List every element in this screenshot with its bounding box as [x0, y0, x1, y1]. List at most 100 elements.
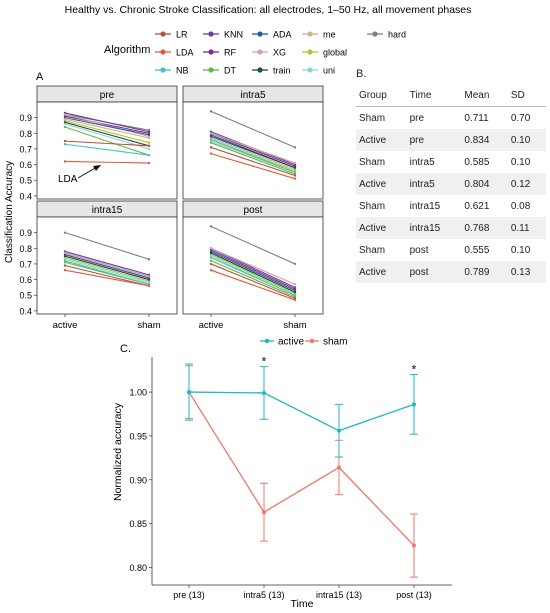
point-post-lda-sham	[293, 298, 297, 302]
series-line-intra15-lr	[64, 264, 150, 287]
ytick-label: 0.7	[19, 144, 32, 154]
point-intra15-xg-sham	[147, 275, 151, 278]
series-line-pre-nb	[64, 143, 150, 156]
point-intra5-nb-sham	[293, 171, 297, 174]
cell-time: post	[406, 261, 462, 283]
table-header-row: Group Time Mean SD	[356, 84, 546, 107]
legend-label-lda: LDA	[176, 48, 194, 58]
point-post-xg-active	[209, 247, 213, 250]
cell-mean: 0.621	[464, 200, 490, 212]
series-line-intra15-knn	[64, 250, 150, 276]
point-intra5-xg-sham	[293, 161, 297, 165]
ytick-label: 0.80	[129, 563, 147, 573]
point-intra5-hard-active	[209, 110, 213, 113]
legend-dot-lda	[160, 49, 166, 55]
point-post-hard-sham	[293, 262, 297, 266]
series-line-post-lda	[210, 269, 296, 301]
lda-annotation-label: LDA	[58, 174, 78, 185]
ytick-label: 0.6	[19, 160, 32, 170]
point-pre-me-sham	[147, 136, 151, 140]
cell-mean: 0.555	[464, 244, 490, 256]
facet-intra15: intra15 0.4 0.5 0.6 0.7 0.8 0.9 active sham	[19, 200, 178, 331]
point-post-xg-sham	[293, 283, 297, 286]
xtick-label-active: active	[53, 320, 78, 331]
point-sham	[412, 543, 416, 548]
point-intra5-train-sham	[293, 166, 297, 169]
series-line-post-nb	[210, 257, 296, 296]
ytick-label: 1.00	[129, 388, 147, 398]
series-line-active	[188, 391, 415, 432]
figure-title: Healthy vs. Chronic Stroke Classificatio…	[65, 4, 472, 16]
series-line-intra5-nb	[210, 139, 296, 173]
facet-panel-intra5	[182, 101, 324, 200]
series-line-post-global	[210, 254, 296, 295]
xtick-label-active: active	[199, 320, 224, 331]
legend-label-uni: uni	[323, 66, 335, 76]
panel-c-label: C.	[120, 343, 131, 355]
legend-label-ada: ADA	[273, 30, 292, 40]
legend-dot-xg	[257, 49, 263, 55]
ytick-label: 0.95	[129, 431, 147, 441]
series-line-sham	[188, 391, 415, 546]
series-line-intra5-lda	[210, 153, 296, 180]
legend-label-knn: KNN	[224, 30, 243, 40]
panel-a-label: A	[36, 71, 44, 83]
legend-label-active: active	[278, 337, 305, 348]
point-intra5-train-active	[209, 135, 213, 138]
point-intra15-hard-sham	[147, 258, 151, 261]
table-row: Active intra5 0.804 0.12	[356, 173, 546, 195]
panel-a-ylabel: Classification Accuracy	[4, 161, 15, 263]
xtick-label: intra5 (13)	[243, 590, 284, 600]
legend-dot-nb	[160, 67, 166, 73]
point-pre-nb-sham	[147, 153, 151, 157]
point-pre-ada-sham	[147, 133, 151, 137]
panel-c-legend: active sham	[260, 337, 347, 348]
point-active	[262, 390, 266, 395]
table-row: Active pre 0.834 0.10	[356, 129, 546, 151]
point-intra5-lr-active	[209, 146, 213, 149]
legend-dot-active	[264, 338, 270, 344]
point-intra5-lda-active	[209, 152, 213, 155]
cell-sd: 0.11	[507, 217, 546, 239]
xtick-label: post (13)	[396, 590, 432, 600]
ytick-label: 0.8	[19, 244, 32, 254]
point-pre-uni-sham	[147, 147, 151, 151]
cell-sd: 0.10	[510, 156, 531, 168]
series-line-pre-lr	[64, 140, 150, 147]
ytick-label: 0.5	[19, 176, 32, 186]
ytick-label: 0.6	[19, 275, 32, 285]
legend-label-me: me	[323, 30, 336, 40]
header-sd: SD	[507, 84, 546, 107]
series-line-pre-rf	[64, 115, 150, 134]
point-pre-lda-sham	[147, 161, 151, 165]
cell-mean: 0.768	[461, 217, 508, 239]
significance-star: *	[262, 355, 267, 369]
point-pre-lr-active	[63, 139, 67, 143]
cell-time: pre	[409, 112, 425, 124]
panel-c-plot: 0.80 0.85 0.90 0.95 1.00 pre (13) intra5 (13) i…	[129, 355, 452, 600]
series-line-post-ada	[210, 250, 296, 292]
series-line-post-xg	[210, 247, 296, 285]
legend-label-sham: sham	[323, 337, 347, 348]
point-post-train-sham	[293, 290, 297, 294]
series-line-post-hard	[210, 225, 296, 265]
point-pre-global-sham	[147, 141, 151, 144]
point-post-dt-active	[209, 259, 213, 263]
point-intra5-lr-sham	[293, 174, 297, 177]
legend-dot-me	[307, 31, 313, 37]
point-active	[187, 390, 191, 395]
legend-dot-uni	[307, 67, 313, 73]
cell-time: intra5	[409, 156, 435, 168]
xtick-label: intra15 (13)	[316, 590, 362, 600]
series-line-pre-knn	[64, 112, 150, 133]
table-row: Sham intra5 0.585 0.10	[356, 151, 546, 173]
ytick-label: 0.8	[19, 129, 32, 139]
legend-dot-train	[257, 67, 263, 73]
point-intra15-train-active	[63, 254, 67, 258]
facet-title-pre: pre	[100, 90, 115, 101]
point-pre-lr-sham	[147, 144, 151, 148]
point-post-train-active	[209, 251, 213, 255]
point-intra15-nb-active	[63, 259, 67, 263]
point-intra15-train-sham	[147, 278, 151, 281]
